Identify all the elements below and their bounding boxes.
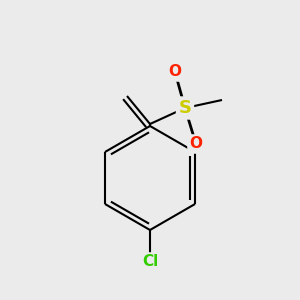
Text: O: O (169, 64, 182, 80)
Text: Cl: Cl (142, 254, 158, 269)
Text: O: O (190, 136, 202, 152)
Text: S: S (178, 99, 191, 117)
